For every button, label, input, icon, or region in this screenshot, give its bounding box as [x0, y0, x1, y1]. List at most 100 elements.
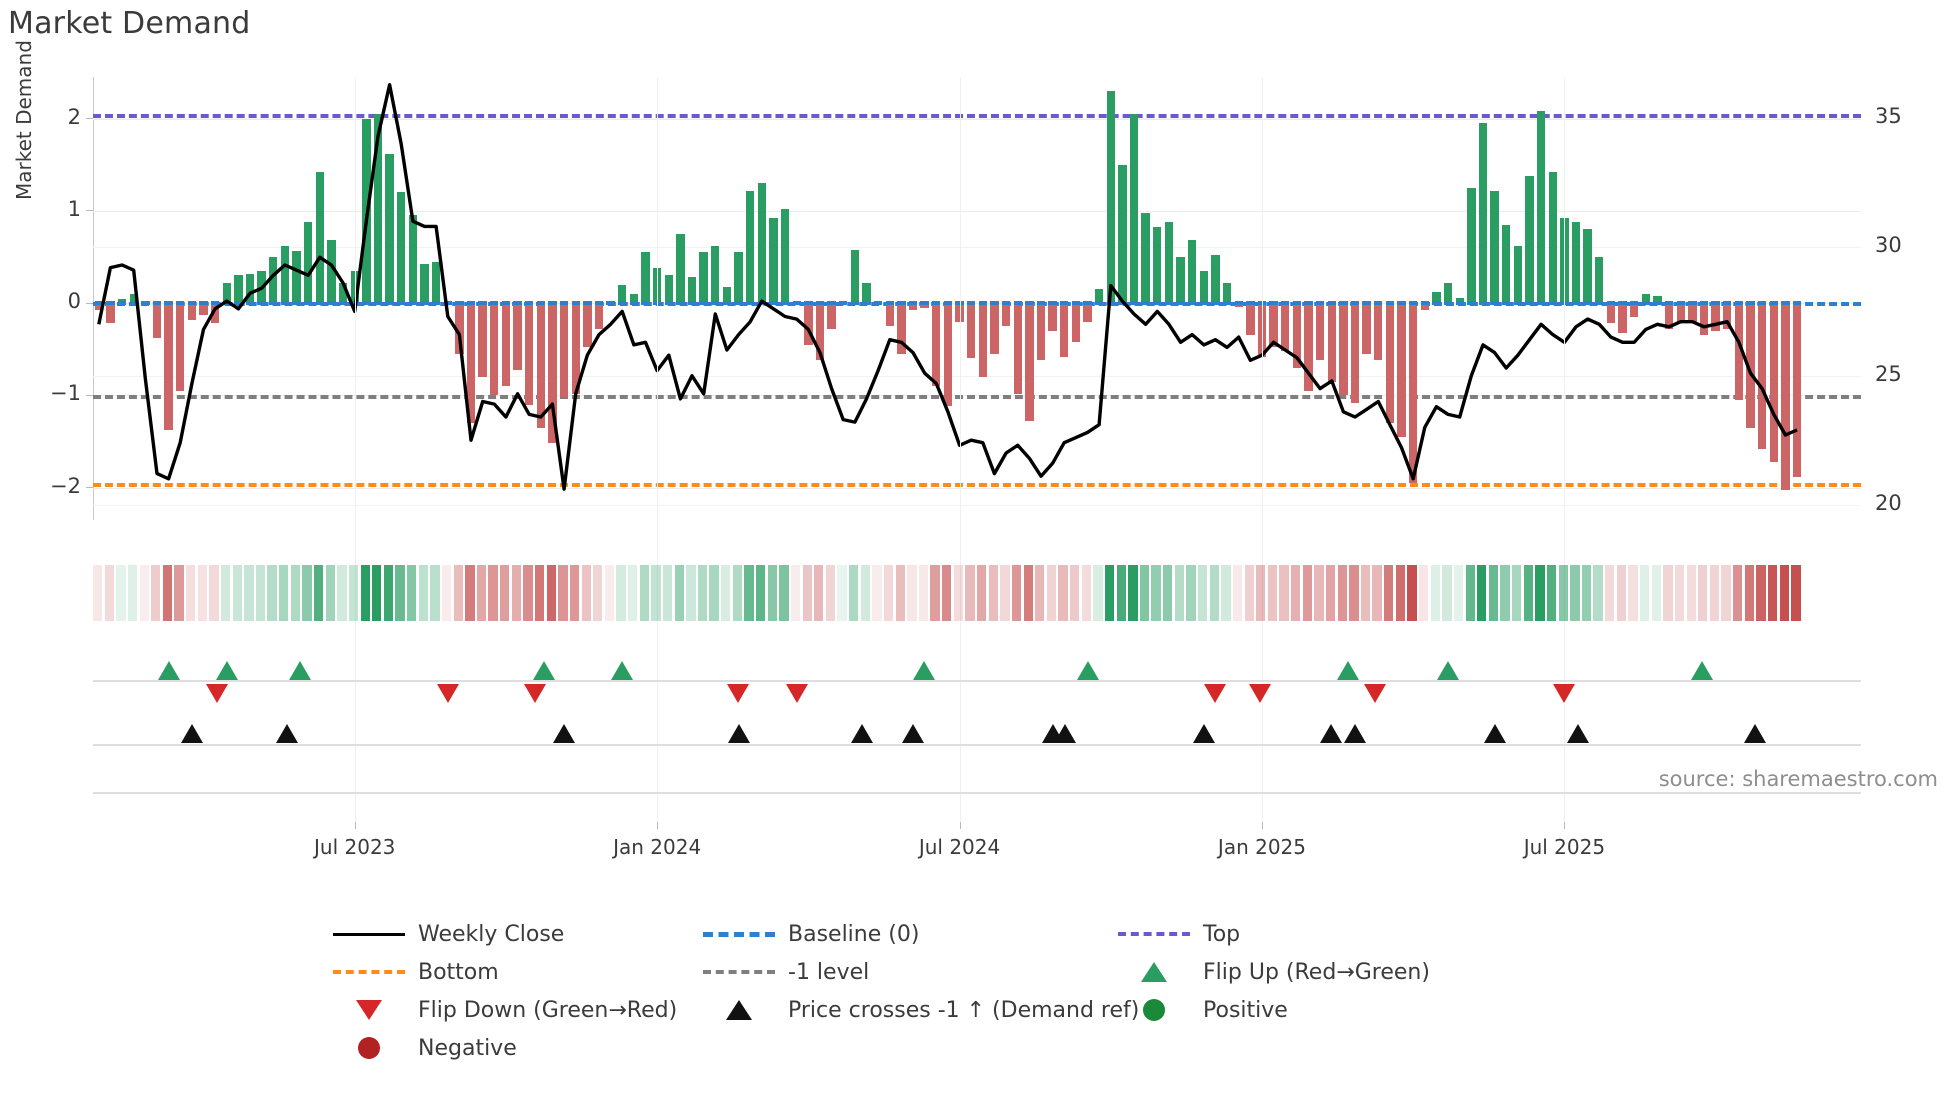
gridline: [93, 487, 1861, 489]
legend-item[interactable]: Flip Down (Green→Red): [330, 991, 677, 1029]
flip-up-marker: [1690, 661, 1713, 680]
bar: [1629, 303, 1639, 317]
heat-cell: [535, 565, 545, 621]
heat-cell: [628, 565, 638, 621]
bar: [1153, 227, 1162, 304]
baseline-tick: [210, 301, 220, 306]
baseline-tick: [780, 301, 790, 306]
baseline-tick: [152, 301, 162, 306]
main-plot: [93, 77, 1861, 520]
bar: [652, 268, 662, 304]
legend-item[interactable]: Price crosses -1 ↑ (Demand ref): [700, 991, 1139, 1029]
heat-cell: [593, 565, 603, 621]
bar: [106, 303, 115, 324]
baseline-tick: [1443, 301, 1453, 306]
bar: [1513, 245, 1523, 304]
baseline-tick: [873, 301, 883, 306]
heat-cell: [1244, 565, 1254, 621]
flip-up-marker: [912, 661, 935, 680]
legend-item[interactable]: Bottom: [330, 953, 499, 991]
bar: [513, 303, 522, 370]
legend-item[interactable]: Positive: [1115, 991, 1288, 1029]
x-gridline: [1261, 77, 1263, 822]
baseline-tick: [1246, 301, 1255, 306]
heat-cell: [1407, 565, 1417, 621]
baseline-tick: [1001, 301, 1011, 306]
heat-cell: [1209, 565, 1219, 621]
baseline-tick: [1257, 301, 1267, 306]
heat-cell: [988, 565, 998, 621]
legend-item[interactable]: Weekly Close: [330, 915, 564, 953]
baseline-tick: [187, 301, 197, 306]
heat-cell: [790, 565, 801, 621]
demand-heat-strip: [93, 565, 1861, 621]
legend-label: Weekly Close: [418, 921, 565, 947]
flip-down-marker: [524, 684, 546, 703]
legend-item[interactable]: Baseline (0): [700, 915, 919, 953]
bar: [978, 303, 987, 377]
baseline-tick: [1292, 301, 1302, 306]
heat-cell: [267, 565, 277, 621]
bar: [199, 303, 208, 316]
heat-cell: [395, 565, 405, 621]
y-tick-mark: [86, 394, 93, 396]
legend-item[interactable]: Negative: [330, 1029, 517, 1067]
reference-line-1-level: [93, 395, 1861, 400]
y-tick-mark: [86, 210, 93, 212]
bar: [1653, 295, 1662, 304]
heat-cell: [465, 565, 475, 621]
flip-up-marker: [1437, 661, 1460, 680]
bar: [176, 303, 185, 391]
baseline-tick: [1688, 301, 1697, 306]
heat-cell: [1198, 565, 1208, 621]
heat-cell: [1302, 565, 1312, 621]
heat-cell: [895, 565, 905, 621]
x-gridline: [959, 77, 961, 822]
baseline-tick: [827, 301, 836, 306]
baseline-tick: [1222, 301, 1232, 306]
heat-cell: [1570, 565, 1580, 621]
heat-cell: [407, 565, 417, 621]
heat-cell: [197, 565, 207, 621]
y2-tick-label: 20: [1875, 490, 1902, 515]
bar: [1071, 303, 1081, 342]
baseline-tick: [978, 301, 987, 306]
heat-cell: [174, 565, 184, 621]
x-gridline: [354, 77, 356, 822]
heat-cell: [162, 565, 173, 621]
heat-cell: [616, 565, 626, 621]
bar: [1664, 303, 1674, 329]
price-cross-marker: [1054, 724, 1077, 743]
legend-item[interactable]: Top: [1115, 915, 1240, 953]
legend-item[interactable]: -1 level: [700, 953, 869, 991]
heat-cell: [383, 565, 394, 621]
triangle-up-green-icon: [1115, 962, 1193, 982]
bar: [1246, 303, 1255, 336]
bar: [966, 303, 976, 359]
marker-rule: [93, 744, 1861, 746]
legend-item[interactable]: Flip Up (Red→Green): [1115, 953, 1430, 991]
x-tick-mark: [1564, 822, 1566, 829]
flip-down-marker: [785, 684, 808, 703]
bar: [1292, 303, 1302, 368]
reference-line-top: [93, 113, 1861, 118]
heat-cell: [1395, 565, 1406, 621]
heat-cell: [232, 565, 242, 621]
baseline-tick: [862, 301, 871, 306]
x-tick-label: Jan 2025: [1217, 835, 1307, 859]
bar: [373, 113, 383, 304]
heat-cell: [93, 565, 103, 621]
baseline-tick: [536, 301, 545, 306]
page-title: Market Demand: [8, 6, 251, 41]
heat-cell: [1163, 565, 1173, 621]
legend-label: -1 level: [788, 959, 870, 985]
bar: [1711, 303, 1720, 331]
baseline-tick: [164, 301, 173, 306]
baseline-tick: [1199, 301, 1208, 306]
baseline-tick: [373, 301, 383, 306]
heat-cell: [1465, 565, 1475, 621]
baseline-tick: [1618, 301, 1627, 306]
heat-cell: [476, 565, 487, 621]
bar: [478, 303, 487, 377]
baseline-tick: [711, 301, 720, 306]
